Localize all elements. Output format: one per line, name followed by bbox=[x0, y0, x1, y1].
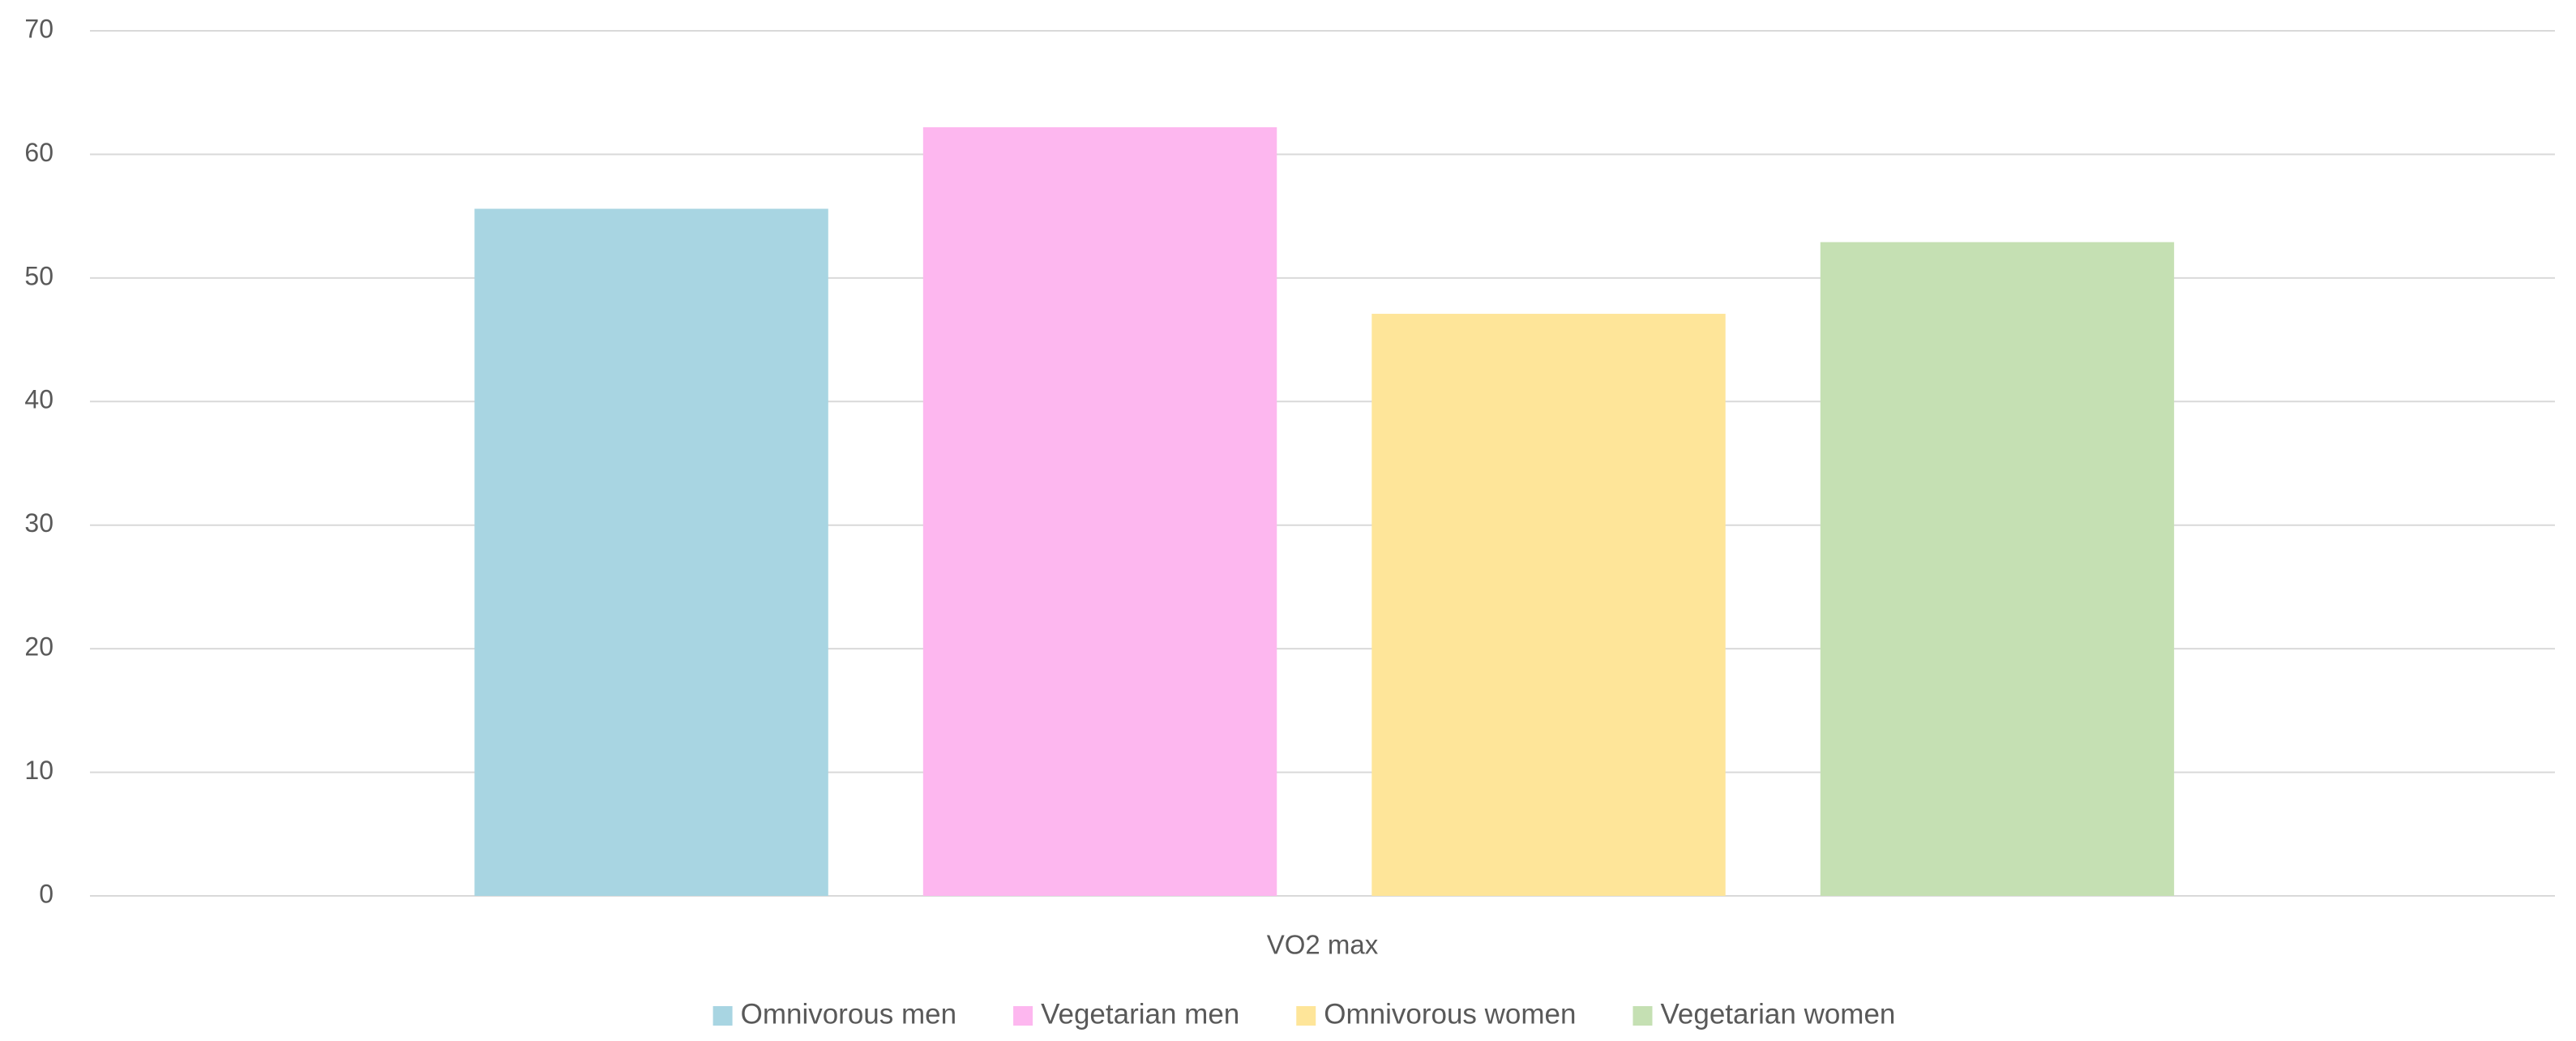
y-tick-label: 20 bbox=[24, 632, 53, 662]
y-tick-label: 60 bbox=[24, 138, 53, 167]
y-tick-label: 30 bbox=[24, 508, 53, 538]
legend-marker bbox=[712, 1006, 733, 1026]
legend-marker bbox=[1013, 1006, 1033, 1026]
legend-label: Omnivorous women bbox=[1324, 998, 1576, 1030]
y-tick-label: 50 bbox=[24, 261, 53, 290]
x-tick-label: VO2 max bbox=[1267, 930, 1379, 960]
y-tick-label: 0 bbox=[39, 879, 53, 908]
legend-marker bbox=[1632, 1006, 1653, 1026]
bar bbox=[1820, 242, 2175, 897]
legend-label: Vegetarian women bbox=[1660, 998, 1895, 1030]
legend-marker bbox=[1296, 1006, 1316, 1026]
legend-label: Omnivorous men bbox=[741, 998, 956, 1030]
y-tick-label: 40 bbox=[24, 385, 53, 414]
bar bbox=[1371, 314, 1726, 897]
legend-label: Vegetarian men bbox=[1041, 998, 1239, 1030]
y-tick-label: 10 bbox=[24, 756, 53, 785]
bar bbox=[474, 208, 828, 896]
bar bbox=[922, 126, 1277, 896]
y-tick-label: 70 bbox=[24, 14, 53, 43]
